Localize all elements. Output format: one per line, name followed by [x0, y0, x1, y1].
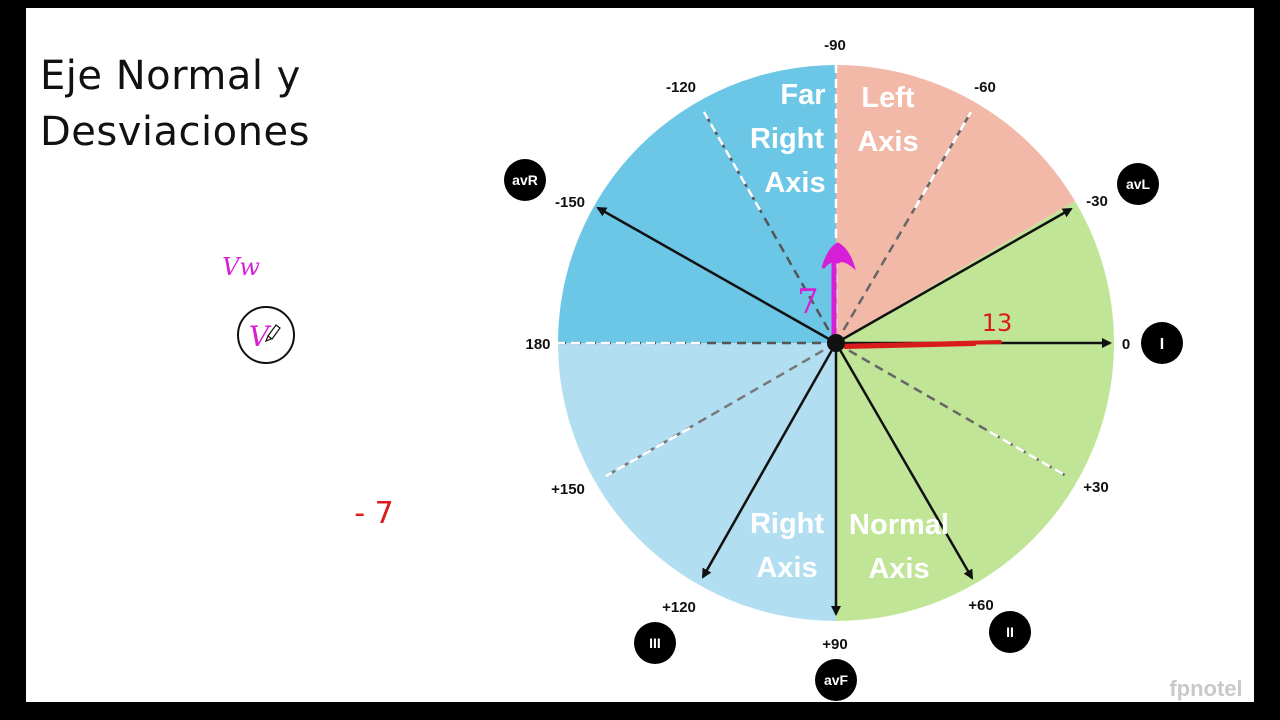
lead-badge-avL: avL: [1117, 163, 1159, 205]
vector-III: [701, 342, 838, 579]
lead-badge-avR-label: avR: [512, 172, 538, 188]
right-axis-sector: [558, 343, 836, 621]
degree-label-minus150: -150: [555, 194, 585, 211]
title-line-1: Eje Normal y: [40, 53, 301, 99]
lead-badge-II: II: [989, 611, 1031, 653]
slide-title: Eje Normal y Desviaciones: [40, 48, 310, 160]
circled-v-letter: V: [249, 320, 272, 353]
lead-badge-III-label: III: [649, 635, 661, 651]
lead-badge-II-label: II: [1006, 624, 1014, 640]
far-right-label-line-2: Right: [750, 123, 824, 155]
circled-v-annotation: V: [237, 306, 295, 364]
left-label-line-1: Left: [861, 82, 915, 114]
right-label-line-1: Right: [750, 508, 824, 540]
handwritten-magenta-arrowhead: [821, 242, 856, 271]
far-right-axis-sector: [558, 65, 836, 343]
degree-label-minus90: -90: [824, 37, 846, 54]
handwritten-vw-annotation: Vw: [222, 253, 260, 281]
left-axis-sector: [836, 65, 1075, 343]
dashed-line-plus30-outer: [989, 430, 1069, 479]
pen-cursor-icon: [264, 324, 281, 343]
lead-badge-avL-label: avL: [1126, 176, 1151, 192]
vector-II: [834, 342, 974, 580]
degree-label-plus150: +150: [551, 481, 585, 498]
lead-badge-avR: avR: [504, 159, 546, 201]
lead-badge-III: III: [634, 622, 676, 664]
far-right-label-line-3: Axis: [764, 167, 825, 199]
left-axis-label: Left Axis: [857, 82, 918, 158]
degree-label-180: 180: [525, 336, 550, 353]
lead-vectors: [596, 206, 1112, 616]
right-axis-label: Right Axis: [750, 508, 824, 584]
dashed-line-minus60-outer: [913, 111, 973, 209]
degree-label-minus60: -60: [974, 79, 996, 96]
handwritten-7-annotation: 7: [797, 282, 819, 322]
handwritten-minus7-annotation: - 7: [354, 496, 393, 531]
handwritten-13-annotation: 13: [982, 309, 1013, 337]
normal-label-line-1: Normal: [849, 509, 949, 541]
lead-badge-avF: avF: [815, 659, 857, 701]
watermark: fpnotel: [1169, 676, 1242, 701]
far-right-axis-label: Far Right Axis: [750, 79, 826, 199]
degree-label-plus90: +90: [822, 636, 847, 653]
dashed-line-plus150-outer: [605, 426, 691, 478]
degree-label-minus30: -30: [1086, 193, 1108, 210]
lead-badge-avF-label: avF: [824, 672, 849, 688]
degree-label-plus30: +30: [1083, 479, 1108, 496]
far-right-label-line-1: Far: [780, 79, 825, 111]
handwritten-red-vector: [834, 340, 1002, 348]
normal-axis-sector: [836, 201, 1114, 621]
degree-label-0: 0: [1122, 336, 1130, 353]
degree-label-minus120: -120: [666, 79, 696, 96]
lead-badge-I-label: I: [1160, 336, 1164, 353]
degree-label-plus60: +60: [968, 597, 993, 614]
lead-badge-I: I: [1141, 322, 1183, 364]
title-line-2: Desviaciones: [40, 109, 310, 155]
vector-avL: [835, 207, 1073, 345]
vector-avR: [596, 206, 837, 345]
normal-axis-label: Normal Axis: [849, 509, 949, 585]
left-label-line-2: Axis: [857, 126, 918, 158]
normal-label-line-2: Axis: [868, 553, 929, 585]
center-point: [827, 334, 845, 352]
slide: Eje Normal y Desviaciones: [26, 8, 1254, 702]
dashed-line-minus120-outer: [702, 111, 762, 211]
right-label-line-2: Axis: [756, 552, 817, 584]
hexaxial-diagram: Far Right Axis Left Axis Right Axis Norm…: [222, 37, 1243, 701]
handwritten-red-vector-tail: [844, 344, 976, 349]
degree-label-plus120: +120: [662, 599, 696, 616]
